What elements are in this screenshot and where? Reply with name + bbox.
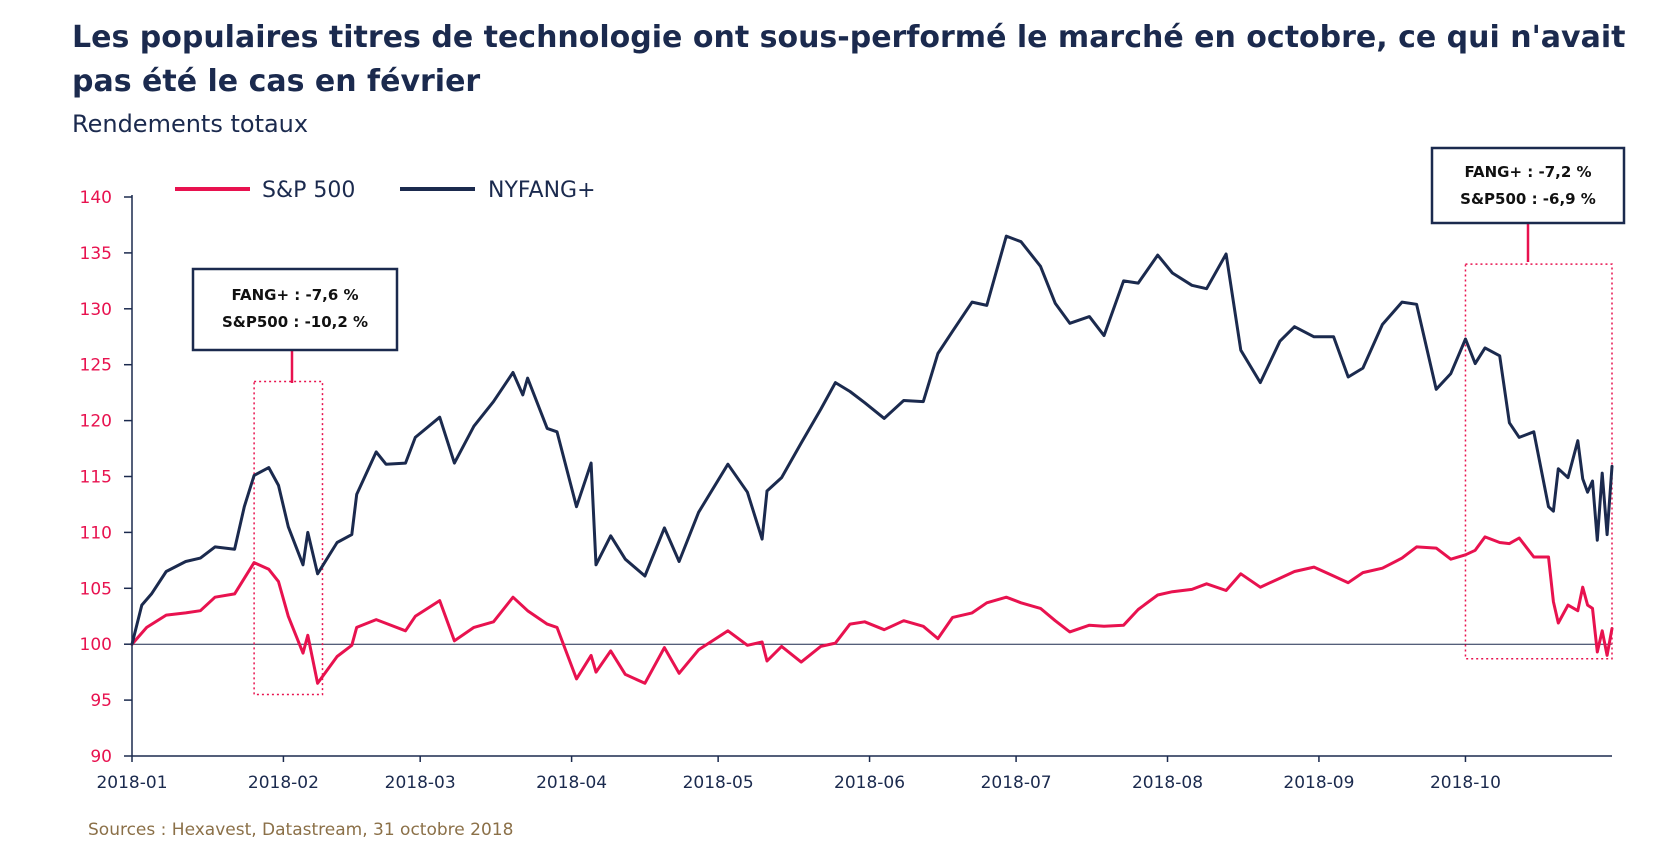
y-tick-label: 95 bbox=[90, 691, 112, 711]
annotation-october: FANG+ : -7,2 % S&P500 : -6,9 % bbox=[1430, 146, 1626, 262]
series-line-sp500 bbox=[130, 535, 1614, 685]
y-tick-label: 130 bbox=[80, 300, 112, 320]
annotation-callouts: FANG+ : -7,6 % S&P500 : -10,2 % FANG+ : … bbox=[191, 146, 1626, 383]
x-tick-label: 2018-05 bbox=[683, 773, 754, 793]
annotation-highlights bbox=[253, 263, 1613, 696]
x-axis: 2018-01 2018-02 2018-03 2018-04 2018-05 2018-… bbox=[96, 755, 1612, 793]
legend-label-nyfang: NYFANG+ bbox=[488, 178, 596, 203]
annotation-line-fang: FANG+ : -7,6 % bbox=[231, 286, 358, 304]
annotation-line-sp500: S&P500 : -6,9 % bbox=[1460, 190, 1596, 208]
legend: S&P 500 NYFANG+ bbox=[175, 178, 596, 203]
y-tick-label: 140 bbox=[80, 188, 112, 208]
y-tick-label: 90 bbox=[90, 747, 112, 767]
annotation-line-sp500: S&P500 : -10,2 % bbox=[222, 313, 368, 331]
highlight-period-box bbox=[253, 380, 324, 696]
annotation-february: FANG+ : -7,6 % S&P500 : -10,2 % bbox=[191, 267, 399, 383]
x-tick-label: 2018-06 bbox=[834, 773, 905, 793]
x-tick-label: 2018-09 bbox=[1283, 773, 1354, 793]
x-tick-label: 2018-08 bbox=[1132, 773, 1203, 793]
x-tick-label: 2018-02 bbox=[248, 773, 319, 793]
x-tick-label: 2018-01 bbox=[96, 773, 167, 793]
annotation-box bbox=[191, 267, 399, 352]
y-tick-label: 135 bbox=[80, 244, 112, 264]
x-tick-label: 2018-03 bbox=[385, 773, 456, 793]
chart-subtitle: Rendements totaux bbox=[72, 110, 309, 138]
x-tick-label: 2018-07 bbox=[981, 773, 1052, 793]
y-tick-label: 125 bbox=[80, 356, 112, 376]
chart-title: Les populaires titres de technologie ont… bbox=[72, 20, 1626, 99]
y-tick-label: 105 bbox=[80, 579, 112, 599]
annotation-line-fang: FANG+ : -7,2 % bbox=[1464, 163, 1591, 181]
annotation-box bbox=[1430, 146, 1626, 225]
source-note: Sources : Hexavest, Datastream, 31 octob… bbox=[88, 820, 514, 840]
y-tick-label: 110 bbox=[80, 523, 112, 543]
series-lines bbox=[130, 234, 1614, 685]
x-tick-label: 2018-10 bbox=[1430, 773, 1501, 793]
x-tick-label: 2018-04 bbox=[536, 773, 607, 793]
y-tick-label: 120 bbox=[80, 412, 112, 432]
y-tick-label: 100 bbox=[80, 635, 112, 655]
y-axis: 90 95 100 105 110 115 120 125 130 135 140 bbox=[80, 188, 133, 767]
series-line-nyfang bbox=[130, 234, 1614, 646]
highlight-period-box bbox=[1464, 263, 1613, 660]
legend-label-sp500: S&P 500 bbox=[262, 178, 355, 203]
y-tick-label: 115 bbox=[80, 468, 112, 488]
